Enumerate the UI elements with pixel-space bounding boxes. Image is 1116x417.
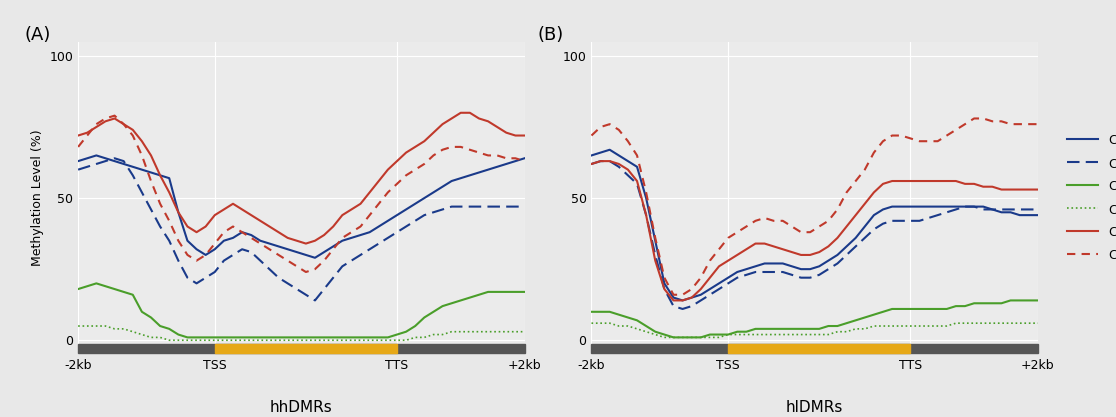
Legend: CHG_high, CHG_low, CHH_high, CHH_low, CpG_high, CpG_low: CHG_high, CHG_low, CHH_high, CHH_low, Cp… xyxy=(1062,129,1116,267)
Bar xyxy=(591,344,1038,353)
Bar xyxy=(728,344,911,353)
Bar xyxy=(214,344,397,353)
X-axis label: hhDMRs: hhDMRs xyxy=(270,400,333,415)
Bar xyxy=(78,344,525,353)
Text: (B): (B) xyxy=(538,26,565,44)
X-axis label: hlDMRs: hlDMRs xyxy=(786,400,844,415)
Y-axis label: Methylation Level (%): Methylation Level (%) xyxy=(31,130,44,266)
Text: (A): (A) xyxy=(25,26,51,44)
